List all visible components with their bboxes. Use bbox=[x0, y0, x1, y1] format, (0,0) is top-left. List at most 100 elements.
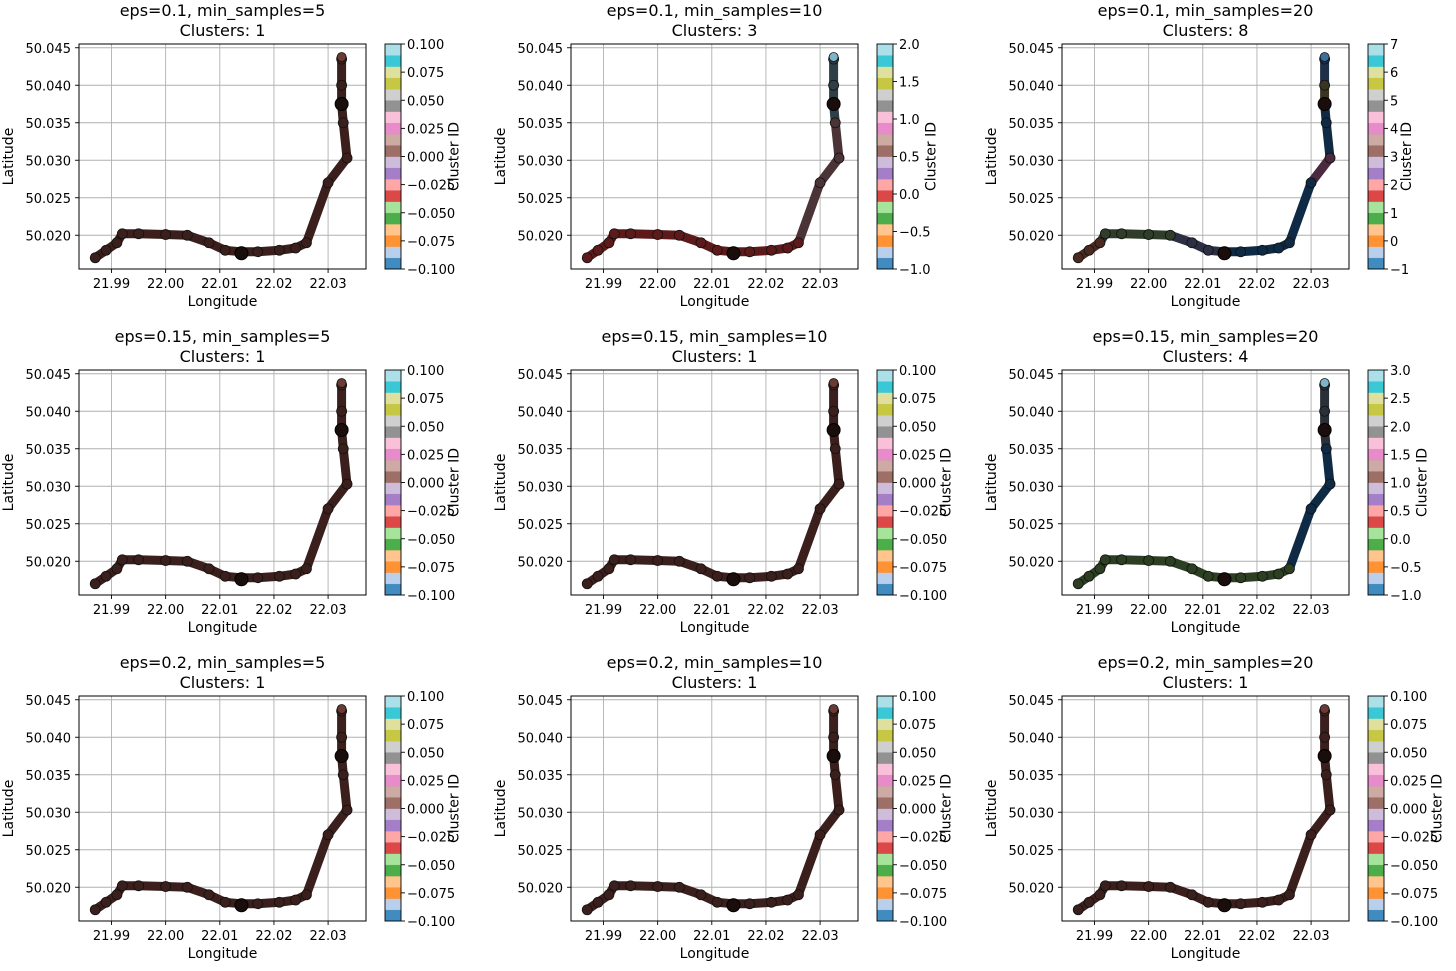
colorbar-tick-label: 2 bbox=[1390, 179, 1398, 194]
data-point bbox=[1099, 880, 1111, 892]
axes-frame bbox=[1061, 369, 1350, 596]
colorbar-tick-label: 0.050 bbox=[1390, 746, 1427, 761]
data-point-large bbox=[234, 572, 249, 587]
colorbar-band bbox=[1368, 572, 1384, 585]
colorbar-band bbox=[1368, 909, 1384, 922]
colorbar-band bbox=[877, 156, 893, 169]
colorbar-band bbox=[1368, 167, 1384, 180]
tick-label-x: 22.03 bbox=[1292, 603, 1329, 618]
colorbar-band bbox=[1368, 561, 1384, 573]
tick-label-x: 22.01 bbox=[1184, 929, 1221, 944]
tick-label-x: 22.02 bbox=[1238, 603, 1275, 618]
data-point bbox=[100, 244, 112, 256]
colorbar-tick-label: −0.050 bbox=[1390, 859, 1438, 874]
colorbar-tick-label: 0.075 bbox=[899, 718, 936, 733]
data-point-large bbox=[1317, 749, 1332, 763]
colorbar-band bbox=[1368, 77, 1384, 90]
colorbar-band bbox=[877, 179, 893, 191]
colorbar-band bbox=[1368, 415, 1384, 427]
colorbar-band bbox=[1368, 718, 1384, 731]
colorbar-band bbox=[1368, 527, 1384, 540]
data-point-large bbox=[334, 97, 349, 111]
data-point bbox=[744, 246, 756, 258]
colorbar-band bbox=[385, 550, 401, 562]
colorbar-tick-label: −0.5 bbox=[1390, 561, 1422, 576]
data-point bbox=[1116, 228, 1127, 240]
colorbar-band bbox=[385, 741, 401, 753]
tick-label-x: 22.01 bbox=[693, 603, 730, 618]
colorbar-tick-label: 6 bbox=[1390, 66, 1398, 81]
colorbar-band bbox=[1368, 370, 1384, 382]
colorbar-band bbox=[877, 426, 893, 438]
data-point bbox=[341, 152, 353, 164]
colorbar-tick-label: 0.025 bbox=[899, 774, 936, 789]
data-point bbox=[111, 889, 123, 901]
data-point bbox=[592, 244, 604, 256]
colorbar-band bbox=[385, 392, 401, 405]
data-point bbox=[1320, 769, 1332, 781]
data-point-end bbox=[828, 52, 839, 62]
data-point bbox=[322, 503, 334, 515]
colorbar-tick-label: −0.100 bbox=[407, 915, 455, 930]
data-point bbox=[322, 829, 334, 841]
colorbar-band bbox=[877, 527, 893, 540]
data-point bbox=[1116, 880, 1127, 892]
colorbar-band bbox=[1368, 797, 1384, 809]
colorbar-tick-label: −0.050 bbox=[407, 207, 455, 222]
tick-label-y: 50.045 bbox=[1009, 42, 1055, 57]
colorbar-tick-label: 0.050 bbox=[899, 420, 936, 435]
data-point bbox=[829, 443, 841, 455]
tick-label-y: 50.025 bbox=[518, 192, 564, 207]
colorbar-band bbox=[385, 179, 401, 191]
tick-label-x: 22.01 bbox=[693, 277, 730, 292]
colorbar-band bbox=[1368, 134, 1384, 146]
cluster-track-segment-2 bbox=[1284, 444, 1335, 574]
data-point bbox=[133, 880, 144, 892]
colorbar-band bbox=[877, 718, 893, 731]
colorbar-band bbox=[877, 224, 893, 236]
data-point bbox=[625, 228, 636, 240]
data-point bbox=[1273, 894, 1285, 906]
data-point-large bbox=[726, 572, 741, 587]
colorbar-tick-label: 0.025 bbox=[407, 448, 444, 463]
data-point bbox=[1143, 229, 1155, 240]
cluster-track-segment-3 bbox=[1165, 230, 1229, 257]
x-axis-label: Longitude bbox=[188, 294, 258, 310]
colorbar-band bbox=[385, 66, 401, 79]
colorbar-band bbox=[877, 415, 893, 427]
colorbar-band bbox=[1368, 707, 1384, 719]
colorbar-band bbox=[877, 842, 893, 854]
colorbar-tick-label: −0.025 bbox=[407, 505, 455, 520]
colorbar-band bbox=[877, 77, 893, 90]
colorbar-band bbox=[385, 786, 401, 798]
data-point bbox=[793, 889, 804, 901]
data-point-large bbox=[234, 246, 249, 261]
subplot-subtitle: Clusters: 1 bbox=[1163, 673, 1249, 692]
tick-label-y: 50.030 bbox=[518, 806, 564, 821]
data-point bbox=[1164, 881, 1176, 893]
tick-label-y: 50.035 bbox=[518, 117, 564, 132]
data-point-large bbox=[1317, 97, 1332, 111]
subplot-subtitle: Clusters: 1 bbox=[672, 347, 758, 366]
data-point-end bbox=[828, 378, 839, 388]
colorbar-tick-label: −0.5 bbox=[899, 226, 931, 241]
colorbar-tick-label: 0.000 bbox=[899, 803, 936, 818]
colorbar-tick-label: 0.5 bbox=[1390, 505, 1411, 520]
data-point bbox=[1284, 237, 1295, 249]
colorbar-band bbox=[877, 167, 893, 180]
data-point bbox=[695, 237, 707, 249]
tick-label-y: 50.045 bbox=[1009, 694, 1055, 709]
data-point bbox=[116, 880, 128, 892]
data-point-end bbox=[336, 378, 347, 388]
colorbar-tick-label: −1.0 bbox=[899, 263, 931, 278]
data-point bbox=[603, 889, 615, 901]
colorbar-band bbox=[1368, 392, 1384, 405]
cluster-track-segment-3 bbox=[829, 54, 840, 128]
colorbar-band bbox=[385, 235, 401, 247]
tick-label-x: 22.03 bbox=[801, 929, 838, 944]
colorbar-label: Cluster ID bbox=[447, 122, 463, 191]
data-point-large bbox=[1217, 898, 1232, 913]
